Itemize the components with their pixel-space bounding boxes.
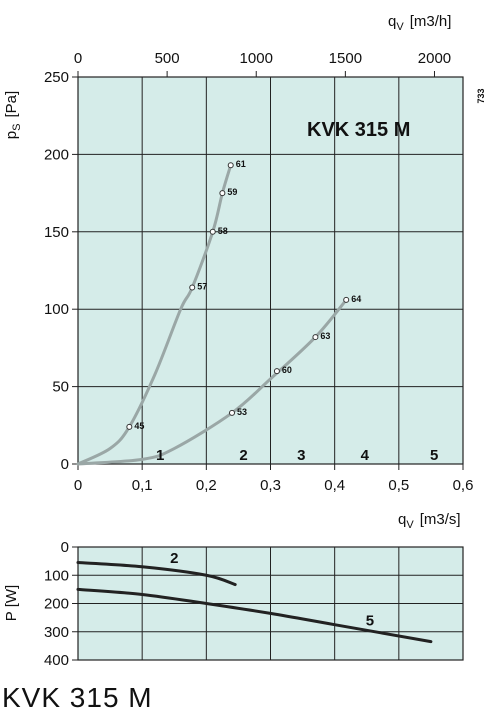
zone-label: 3 — [297, 447, 305, 464]
curve-marker — [227, 162, 234, 169]
power-y-tick-label: 0 — [61, 539, 69, 556]
curve-marker — [126, 423, 133, 430]
power-y-tick-label: 200 — [44, 596, 69, 613]
sound-level-label: 53 — [237, 407, 247, 417]
sound-level-label: 64 — [351, 294, 361, 304]
top-x-tick-label: 1500 — [329, 50, 362, 67]
x-tick-label: 0,5 — [388, 477, 409, 494]
power-curve-label: 5 — [366, 612, 374, 629]
zone-label: 2 — [239, 447, 247, 464]
side-code: 733 — [476, 88, 486, 103]
sound-level-label: 61 — [236, 159, 246, 169]
x-tick-label: 0,1 — [132, 477, 153, 494]
zone-label: 4 — [361, 447, 370, 464]
y-tick-label: 50 — [52, 379, 69, 396]
top-x-tick-label: 500 — [155, 50, 180, 67]
power-y-tick-label: 100 — [44, 567, 69, 584]
x-tick-label: 0 — [74, 477, 82, 494]
power-y-axis-title: P [W] — [3, 585, 20, 621]
y-tick-label: 0 — [61, 456, 69, 473]
sound-level-label: 45 — [134, 421, 144, 431]
power-plot-frame — [77, 546, 464, 661]
x-tick-label: 0,2 — [196, 477, 217, 494]
x-tick-label: 0,6 — [453, 477, 474, 494]
curve-marker — [219, 190, 226, 197]
top-x-tick-label: 2000 — [418, 50, 451, 67]
curve-marker — [312, 334, 319, 341]
power-curve-label: 2 — [170, 550, 178, 567]
y-tick-label: 200 — [44, 146, 69, 163]
power-curve-2 — [76, 561, 237, 587]
sound-level-label: 60 — [282, 365, 292, 375]
sound-level-label: 59 — [227, 187, 237, 197]
top-x-tick-label: 1000 — [240, 50, 273, 67]
sound-level-label: 57 — [197, 282, 207, 292]
main-plot-frame — [77, 76, 464, 465]
power-y-tick-label: 400 — [44, 652, 69, 669]
x-tick-label: 0,4 — [324, 477, 345, 494]
zone-label: 5 — [430, 447, 438, 464]
zone-label: 1 — [156, 447, 164, 464]
x-tick-label: 0,3 — [260, 477, 281, 494]
bottom-title: KVK 315 M — [2, 682, 153, 713]
curve-marker — [189, 284, 196, 291]
top-x-axis-title: qV [m3/h] — [388, 13, 451, 33]
chart-title: KVK 315 M — [307, 119, 410, 141]
sound-level-label: 63 — [320, 331, 330, 341]
power-y-tick-label: 300 — [44, 624, 69, 641]
curve-marker — [209, 228, 216, 235]
top-x-tick-label: 0 — [74, 50, 82, 67]
x-axis-title: qV [m3/s] — [398, 511, 461, 531]
curve-marker — [273, 368, 280, 375]
y-tick-label: 250 — [44, 69, 69, 86]
sound-level-label: 58 — [218, 226, 228, 236]
y-tick-label: 100 — [44, 301, 69, 318]
y-tick-label: 150 — [44, 224, 69, 241]
curve-marker — [229, 409, 235, 416]
curve-marker — [343, 296, 350, 303]
power-curve-5 — [76, 587, 433, 644]
main-curve-1 — [76, 163, 233, 466]
y-axis-title: pS[Pa] — [3, 91, 23, 139]
